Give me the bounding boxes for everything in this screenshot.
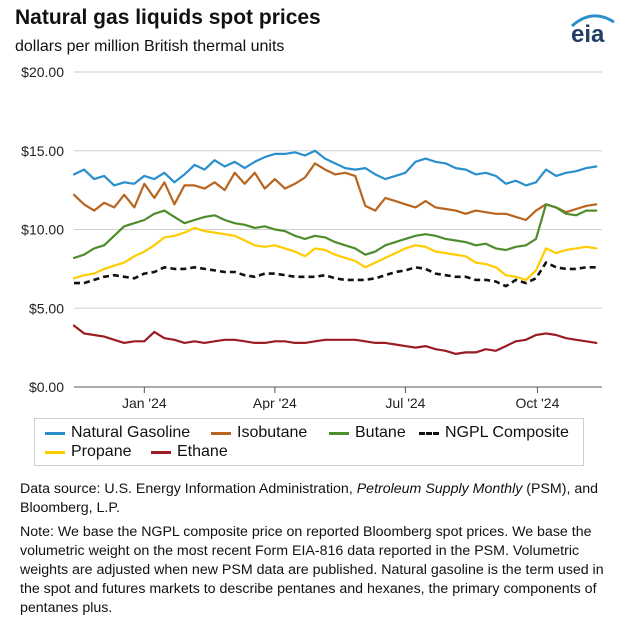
methodology-note: Note: We base the NGPL composite price o… (20, 524, 604, 616)
series-line-ngpl-composite (74, 261, 597, 288)
legend-label-ethane: Ethane (177, 443, 228, 460)
legend-swatch-isobutane (211, 431, 231, 435)
source-suffix: (PSM), and Bloomberg, L.P. (20, 481, 599, 516)
y-tick-label: $0.00 (29, 379, 64, 395)
legend-label-natural-gasoline: Natural Gasoline (71, 424, 191, 441)
chart-title: Natural gas liquids spot prices (15, 6, 321, 29)
y-tick-label: $5.00 (29, 300, 64, 316)
legend-item-propane: Propane (45, 443, 132, 461)
legend-swatch-butane (329, 431, 349, 435)
series-line-ethane (72, 324, 598, 355)
chart-subtitle: dollars per million British thermal unit… (15, 38, 285, 55)
y-tick-label: $20.00 (21, 64, 64, 80)
eia-logo: eia (570, 14, 615, 44)
legend-item-ethane: Ethane (151, 443, 228, 461)
legend-swatch-natural-gasoline (45, 431, 65, 435)
legend-item-isobutane: Isobutane (211, 424, 307, 442)
data-source-note: Data source: U.S. Energy Information Adm… (20, 480, 610, 518)
legend-item-ngpl-composite: NGPL Composite (419, 424, 569, 442)
legend-swatch-ethane (151, 450, 171, 454)
legend-label-ngpl-composite: NGPL Composite (445, 424, 569, 441)
x-tick-label: Jan '24 (122, 395, 167, 410)
series-line-butane (72, 203, 598, 259)
legend-label-propane: Propane (71, 443, 132, 460)
series-line-natural-gasoline (72, 149, 598, 187)
y-tick-label: $10.00 (21, 222, 64, 238)
chart-legend: Natural Gasoline Isobutane Butane NGPL C… (34, 418, 584, 466)
x-tick-label: Apr '24 (253, 395, 297, 410)
eia-logo-text: eia (571, 21, 605, 44)
series-layer (72, 149, 598, 355)
y-tick-label: $15.00 (21, 143, 64, 159)
legend-label-isobutane: Isobutane (237, 424, 308, 441)
legend-swatch-propane (45, 450, 65, 454)
eia-logo-arc-icon (570, 14, 615, 28)
source-prefix: Data source: U.S. Energy Information Adm… (20, 481, 357, 497)
series-line-propane (72, 226, 598, 281)
legend-swatch-ngpl-composite (419, 431, 439, 435)
legend-item-butane: Butane (329, 424, 406, 442)
axis-layer: $0.00 $5.00 $10.00 $15.00 $20.00 Jan '24 Apr '… (21, 64, 602, 410)
grid-layer (74, 71, 602, 309)
x-tick-label: Jul '24 (385, 395, 425, 410)
series-line-isobutane (72, 162, 598, 222)
legend-item-natural-gasoline: Natural Gasoline (45, 424, 190, 442)
line-chart: $0.00 $5.00 $10.00 $15.00 $20.00 Jan '24 Apr '… (21, 64, 602, 410)
legend-label-butane: Butane (355, 424, 406, 441)
x-tick-label: Oct '24 (515, 395, 559, 410)
source-italic: Petroleum Supply Monthly (356, 481, 523, 497)
